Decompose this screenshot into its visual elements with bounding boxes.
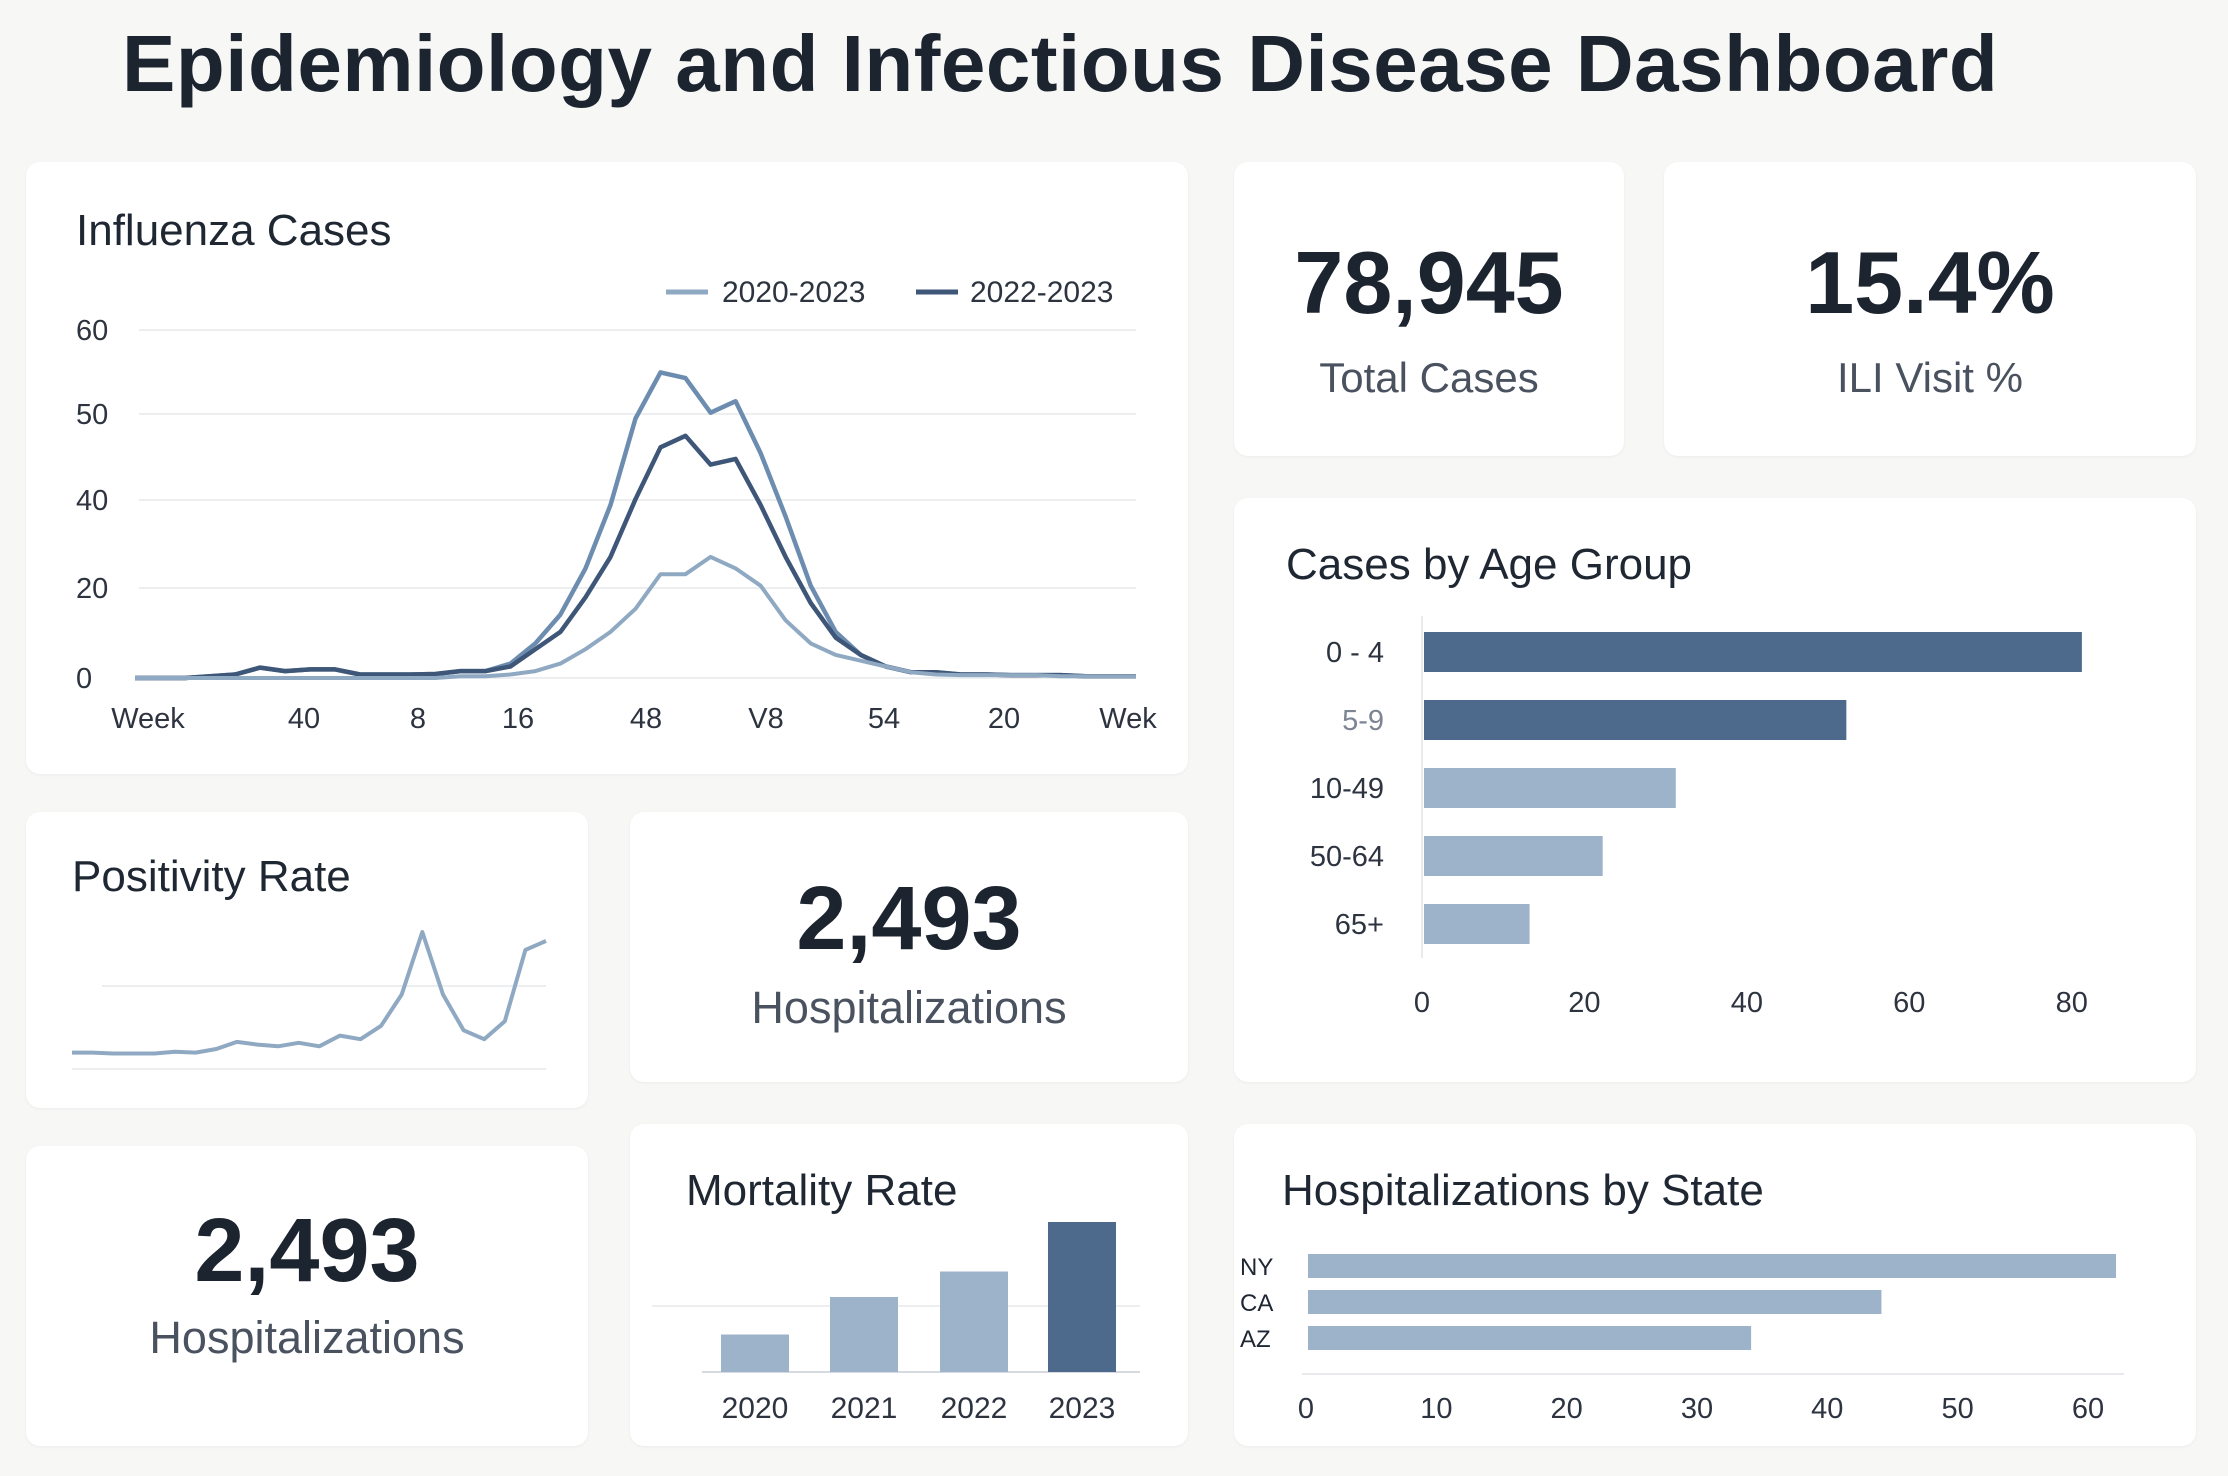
age-group-title: Cases by Age Group <box>1286 540 1693 589</box>
state-bar <box>1308 1290 1882 1314</box>
age-bar <box>1424 904 1530 944</box>
age-category-label: 0 - 4 <box>1326 637 1384 669</box>
influenza-series-line <box>135 433 1136 681</box>
legend-label: 2022-2023 <box>970 276 1113 309</box>
hospitalizations-b-value: 2,493 <box>194 1201 420 1301</box>
mortality-x-tick: 2023 <box>1049 1392 1116 1425</box>
total-cases-label: Total Cases <box>1319 354 1539 401</box>
state-card: Hospitalizations by State NY CA AZ 0 10 20 30 4… <box>1234 1124 2196 1446</box>
age-group-card: Cases by Age Group 0 - 4 5-9 10-49 50-64 65+… <box>1234 498 2196 1082</box>
age-bar <box>1424 836 1603 876</box>
influenza-series-line <box>135 370 1136 681</box>
influenza-chart: 0 20 40 50 60 Week 40 8 16 48 V8 54 20 Wek 2020-2023 20… <box>76 276 1157 735</box>
positivity-chart <box>72 930 547 1070</box>
influenza-title: Influenza Cases <box>76 206 392 255</box>
state-category-label: AZ <box>1240 1326 1271 1353</box>
state-chart: NY CA AZ 0 10 20 30 40 50 60 <box>1240 1254 2124 1425</box>
influenza-series-line <box>135 554 1136 680</box>
dashboard-title: Epidemiology and Infectious Disease Dash… <box>122 19 1999 108</box>
state-x-tick: 40 <box>1811 1393 1843 1425</box>
hospitalizations-a-value: 2,493 <box>796 869 1022 969</box>
influenza-x-tick: 40 <box>288 703 320 735</box>
age-group-chart: 0 - 4 5-9 10-49 50-64 65+ 0 20 40 60 80 <box>1310 616 2088 1019</box>
state-x-tick: 60 <box>2072 1393 2104 1425</box>
hospitalizations-card-b: 2,493 Hospitalizations <box>26 1146 588 1446</box>
state-category-label: NY <box>1240 1254 1273 1281</box>
influenza-y-tick: 60 <box>76 315 108 347</box>
positivity-line <box>72 930 547 1056</box>
mortality-x-tick: 2020 <box>722 1392 789 1425</box>
age-x-tick: 60 <box>1893 987 1925 1019</box>
state-x-tick: 20 <box>1551 1393 1583 1425</box>
influenza-x-tick: 54 <box>868 703 900 735</box>
ili-visit-value: 15.4% <box>1805 233 2055 332</box>
age-category-label: 5-9 <box>1342 705 1384 737</box>
influenza-y-tick: 20 <box>76 573 108 605</box>
mortality-x-tick: 2022 <box>941 1392 1008 1425</box>
hospitalizations-card-a: 2,493 Hospitalizations <box>630 812 1188 1082</box>
legend-label: 2020-2023 <box>722 276 865 309</box>
state-x-tick: 30 <box>1681 1393 1713 1425</box>
influenza-y-tick: 40 <box>76 485 108 517</box>
state-x-tick: 0 <box>1298 1393 1314 1425</box>
state-x-tick: 10 <box>1420 1393 1452 1425</box>
hospitalizations-b-label: Hospitalizations <box>149 1312 465 1363</box>
mortality-card: Mortality Rate 2020 2021 2022 2023 <box>630 1124 1188 1446</box>
state-x-tick: 50 <box>1942 1393 1974 1425</box>
state-category-label: CA <box>1240 1290 1273 1317</box>
mortality-bar <box>830 1297 898 1372</box>
age-x-tick: 80 <box>2056 987 2088 1019</box>
ili-visit-label: ILI Visit % <box>1837 354 2023 401</box>
influenza-x-tick: 20 <box>988 703 1020 735</box>
mortality-title: Mortality Rate <box>686 1166 958 1215</box>
positivity-title: Positivity Rate <box>72 852 351 901</box>
hospitalizations-a-label: Hospitalizations <box>751 982 1067 1033</box>
state-bar <box>1308 1326 1752 1350</box>
total-cases-card: 78,945 Total Cases <box>1234 162 1624 456</box>
age-category-label: 50-64 <box>1310 841 1384 873</box>
influenza-x-tick: Week <box>111 703 185 735</box>
mortality-bar <box>940 1271 1008 1372</box>
age-x-tick: 20 <box>1568 987 1600 1019</box>
influenza-x-tick: Wek <box>1099 703 1157 735</box>
influenza-y-tick: 50 <box>76 399 108 431</box>
age-x-tick: 40 <box>1731 987 1763 1019</box>
age-x-tick: 0 <box>1414 987 1430 1019</box>
age-bar <box>1424 700 1847 740</box>
mortality-bar <box>1048 1222 1116 1372</box>
mortality-chart: 2020 2021 2022 2023 <box>652 1222 1140 1425</box>
mortality-bar <box>721 1334 789 1372</box>
age-category-label: 10-49 <box>1310 773 1384 805</box>
mortality-x-tick: 2021 <box>831 1392 898 1425</box>
influenza-card: Influenza Cases 0 20 40 50 60 Week 40 8 16 48 V8 54… <box>26 162 1188 774</box>
influenza-x-tick: 16 <box>502 703 534 735</box>
state-bar <box>1308 1254 2117 1278</box>
influenza-x-tick: 48 <box>630 703 662 735</box>
age-bar <box>1424 768 1676 808</box>
age-category-label: 65+ <box>1335 909 1384 941</box>
state-title: Hospitalizations by State <box>1282 1166 1764 1215</box>
age-bar <box>1424 632 2082 672</box>
positivity-card: Positivity Rate <box>26 812 588 1108</box>
influenza-x-tick: V8 <box>748 703 783 735</box>
total-cases-value: 78,945 <box>1294 233 1564 332</box>
ili-visit-card: 15.4% ILI Visit % <box>1664 162 2196 456</box>
influenza-x-tick: 8 <box>410 703 426 735</box>
influenza-y-tick: 0 <box>76 663 92 695</box>
